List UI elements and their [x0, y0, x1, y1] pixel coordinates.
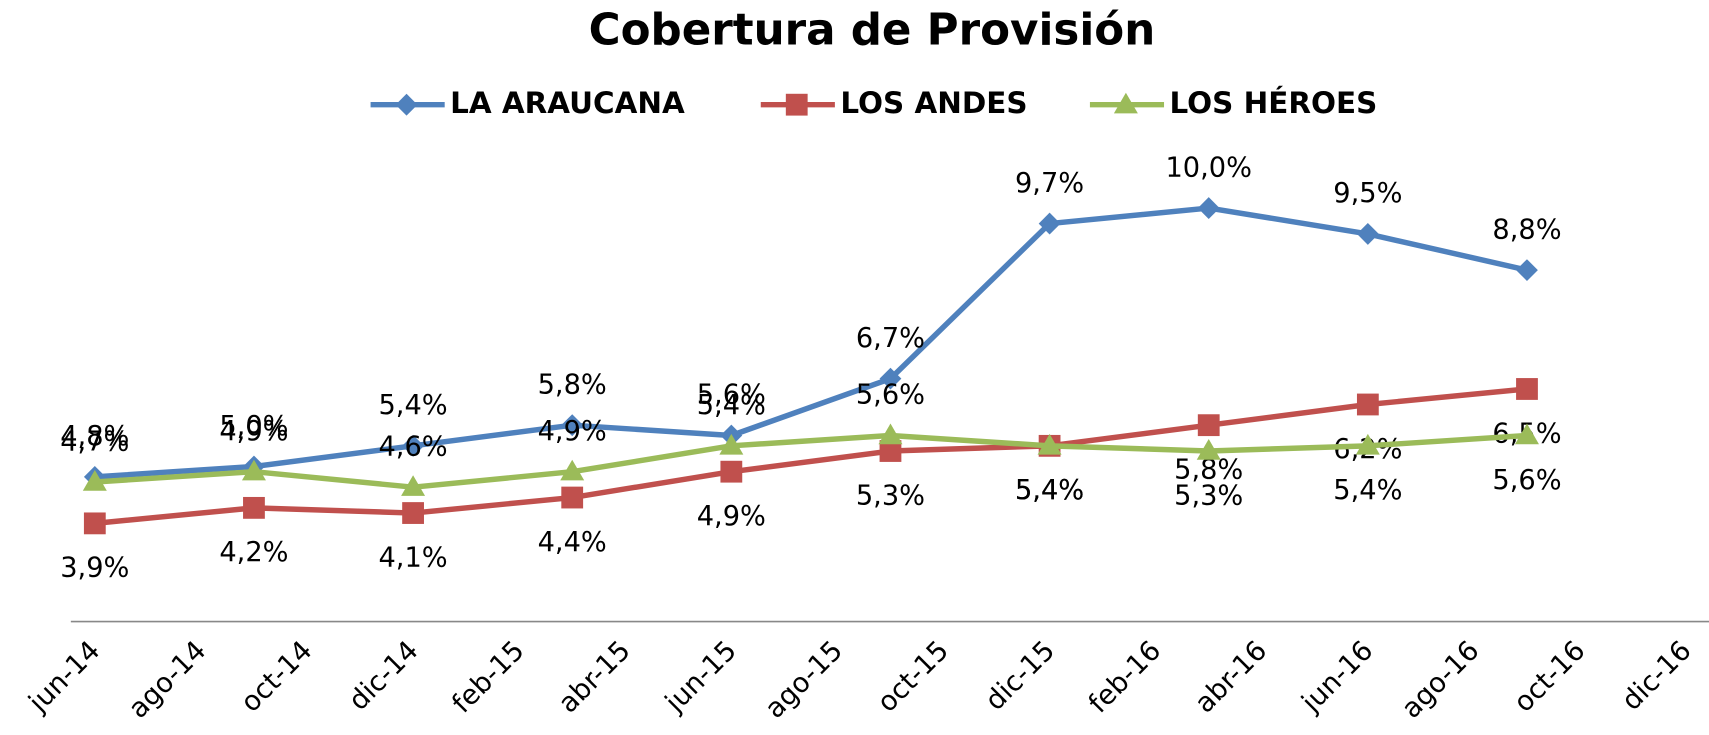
data-label: 8,8% [1492, 214, 1561, 245]
marker [402, 502, 424, 524]
x-tick-label: ago-16 [1396, 635, 1486, 725]
x-tick-label: oct-15 [872, 635, 955, 718]
data-label: 9,7% [1015, 168, 1084, 199]
data-label: 10,0% [1165, 152, 1252, 183]
data-label: 5,6% [856, 380, 925, 411]
x-tick-label: oct-14 [235, 635, 318, 718]
series-line [94, 432, 1528, 490]
x-tick-label: oct-16 [1508, 635, 1591, 718]
data-label: 3,9% [60, 553, 129, 584]
marker [878, 423, 903, 445]
x-tick-label: jun-16 [1295, 635, 1379, 719]
data-label: 5,3% [856, 480, 925, 511]
data-label: 5,4% [1015, 475, 1084, 506]
legend-label: LA ARAUCANA [450, 86, 685, 120]
data-label: 4,9% [219, 416, 288, 447]
marker [1197, 197, 1220, 219]
marker [561, 414, 584, 437]
x-tick-label: jun-14 [22, 635, 106, 719]
data-label: 4,8% [60, 421, 129, 452]
marker [1514, 423, 1539, 445]
x-tick-label: feb-15 [446, 635, 530, 719]
data-label: 9,5% [1333, 178, 1402, 209]
marker [1197, 414, 1220, 437]
x-tick-label: dic-16 [1616, 635, 1698, 717]
marker [1038, 212, 1061, 235]
data-label: 5,6% [697, 380, 766, 411]
marker [402, 434, 424, 457]
marker [560, 459, 585, 481]
legend-label: LOS HÉROES [1169, 85, 1377, 120]
marker [1516, 259, 1538, 282]
x-tick-label: dic-14 [343, 635, 425, 717]
marker [1355, 433, 1380, 455]
data-label: 4,7% [60, 426, 129, 457]
data-label: 5,6% [1492, 465, 1561, 496]
data-label: 6,7% [856, 323, 925, 354]
marker [243, 496, 265, 519]
data-label: 4,1% [378, 542, 447, 573]
marker [83, 512, 106, 535]
marker [720, 460, 743, 483]
series-line [94, 205, 1528, 480]
marker [879, 440, 902, 462]
x-tick-label: feb-16 [1083, 635, 1167, 719]
marker [82, 470, 107, 491]
data-label: 4,4% [538, 527, 607, 558]
data-label: 5,4% [378, 390, 447, 421]
x-tick-label: abr-15 [553, 635, 637, 719]
x-tick-label: ago-15 [759, 635, 849, 725]
marker [1356, 223, 1379, 245]
x-tick-label: abr-16 [1189, 635, 1273, 719]
data-label: 5,3% [1174, 480, 1243, 511]
marker [395, 93, 418, 116]
data-label: 4,6% [378, 431, 447, 462]
marker [1196, 439, 1221, 460]
marker [719, 433, 744, 455]
chart-title: Cobertura de Provisión [589, 6, 1156, 56]
marker [241, 459, 266, 481]
data-label: 5,0% [219, 411, 288, 442]
data-label: 4,9% [538, 416, 607, 447]
data-label: 5,4% [1015, 475, 1084, 506]
legend-label: LOS ANDES [840, 86, 1027, 120]
marker [1037, 433, 1062, 455]
data-label: 4,9% [697, 501, 766, 532]
marker [1516, 378, 1538, 400]
data-label: 4,2% [219, 537, 288, 568]
marker [1356, 393, 1379, 416]
x-tick-label: ago-14 [123, 635, 213, 725]
series-line [94, 386, 1528, 527]
x-tick-label: jun-15 [659, 635, 743, 719]
marker [1113, 92, 1138, 114]
x-tick-label: dic-15 [980, 635, 1062, 717]
marker [561, 486, 584, 509]
data-label: 5,8% [538, 369, 607, 400]
marker [401, 475, 426, 496]
data-label: 5,4% [697, 390, 766, 421]
marker [785, 93, 808, 116]
data-label: 5,4% [1333, 475, 1402, 506]
